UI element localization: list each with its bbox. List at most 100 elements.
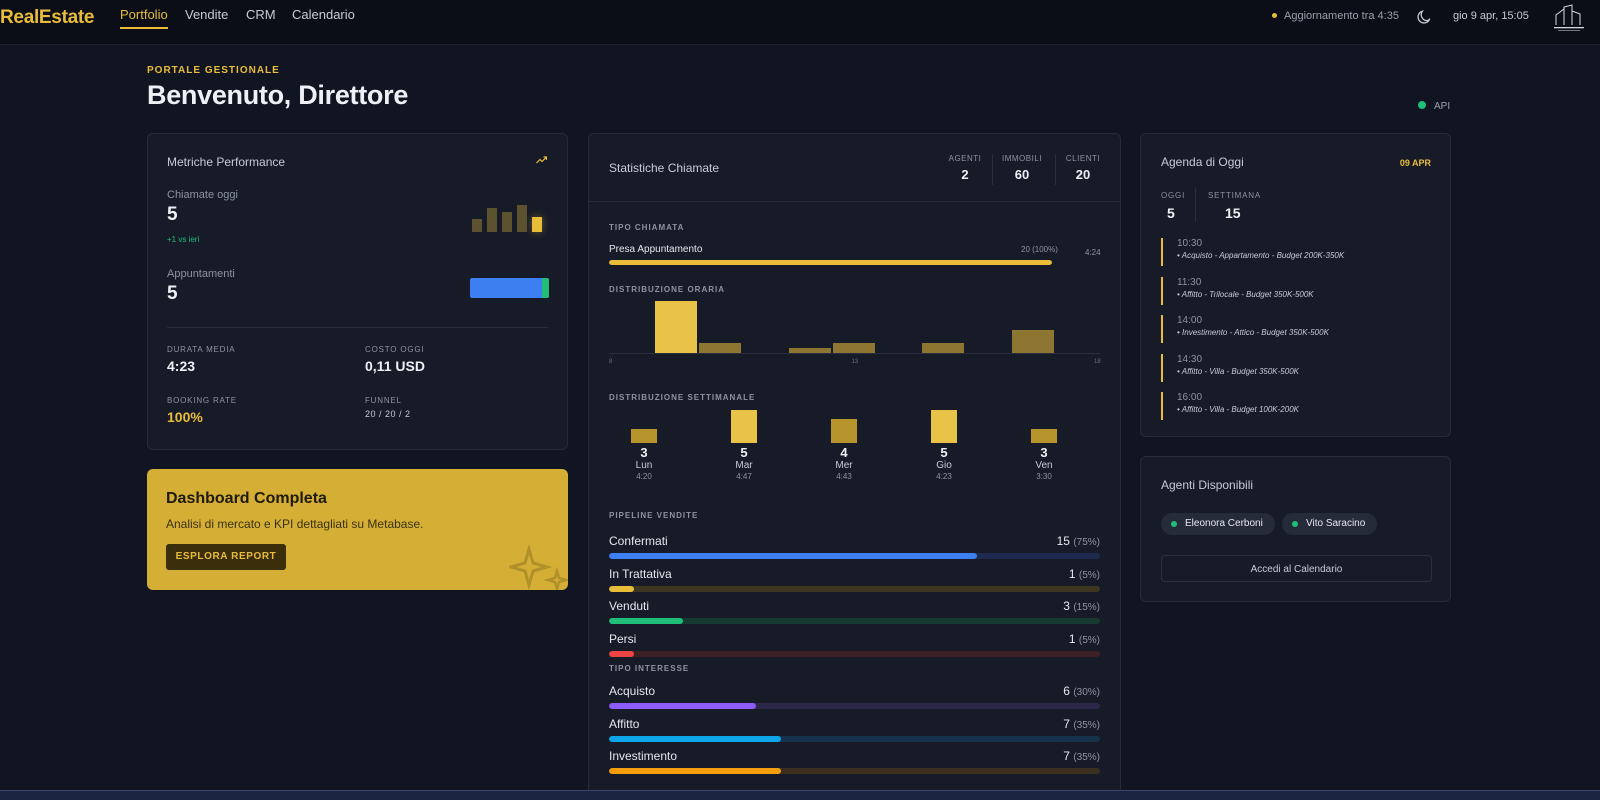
agents-card: Agenti Disponibili Eleonora Cerboni Vito… xyxy=(1140,456,1451,602)
nav-item-portfolio[interactable]: Portfolio xyxy=(120,7,168,29)
pipeline-row-value: 1 (5%) xyxy=(1069,567,1100,581)
moon-icon[interactable] xyxy=(1416,9,1432,25)
weekday-count: 5 xyxy=(940,445,948,460)
weekday-column: 5 Mar 4:47 xyxy=(714,410,774,481)
nav-item-vendite[interactable]: Vendite xyxy=(185,7,229,22)
agenda-today-label: OGGI xyxy=(1161,191,1186,200)
interest-row-label: Acquisto xyxy=(609,684,656,698)
pipeline-row-bar-fill xyxy=(609,618,683,624)
agenda-item[interactable]: 14:00 • Investimento - Attico - Budget 35… xyxy=(1161,315,1431,343)
nav-item-crm[interactable]: CRM xyxy=(246,7,276,22)
pipeline-row-value: 15 (75%) xyxy=(1057,534,1100,548)
agenda-week-value: 15 xyxy=(1225,205,1241,221)
call-type-bar xyxy=(609,260,1052,265)
hourly-tick-label: 18 xyxy=(1094,359,1101,365)
call-type-label: Presa Appuntamento xyxy=(609,244,703,255)
counter-agents-value: 2 xyxy=(961,167,969,182)
weekday-count: 3 xyxy=(640,445,648,460)
appointments-bar-segment xyxy=(542,278,549,298)
agenda-item[interactable]: 11:30 • Affitto - Trilocale - Budget 350K… xyxy=(1161,276,1431,305)
open-calendar-button[interactable]: Accedi al Calendario xyxy=(1161,555,1432,582)
pipeline-row-count: 15 xyxy=(1056,534,1074,548)
agents-title: Agenti Disponibili xyxy=(1161,478,1254,492)
performance-divider xyxy=(167,327,548,328)
trending-up-icon xyxy=(536,156,547,164)
weekday-bar xyxy=(1031,429,1057,443)
interest-row-bar xyxy=(609,768,1100,774)
weekday-name: Lun xyxy=(635,460,653,471)
interest-row-label: Investimento xyxy=(609,749,678,763)
page-eyebrow: PORTALE GESTIONALE xyxy=(147,65,280,76)
interest-row-percent: (35%) xyxy=(1073,752,1100,763)
explore-report-button[interactable]: ESPLORA REPORT xyxy=(166,544,286,570)
avg-duration-value: 4:23 xyxy=(167,358,196,374)
weekday-bar xyxy=(731,410,757,443)
hourly-bar xyxy=(655,301,697,353)
calls-today-value: 5 xyxy=(167,204,178,225)
online-dot xyxy=(1171,521,1177,527)
pipeline-row-bar xyxy=(609,585,1100,592)
app-logo[interactable]: RealEstate xyxy=(0,7,95,28)
interest-row-bar xyxy=(609,703,1100,709)
agenda-title: Agenda di Oggi xyxy=(1161,155,1244,169)
interest-row-label: Affitto xyxy=(609,716,640,731)
sparkbar xyxy=(502,212,512,232)
agenda-item-description: • Acquisto - Appartamento - Budget 200K-… xyxy=(1177,251,1345,260)
weekday-column: 5 Gio 4:23 xyxy=(914,410,974,481)
pipeline-row-percent: (5%) xyxy=(1078,569,1100,581)
agenda-item-description: • Investimento - Attico - Budget 350K-50… xyxy=(1177,328,1329,337)
agenda-item[interactable]: 14:30 • Affitto - Villa - Budget 350K-500… xyxy=(1161,353,1431,382)
weekday-name: Ven xyxy=(1035,460,1053,471)
interest-row-bar-fill xyxy=(609,768,781,774)
agenda-today-value: 5 xyxy=(1167,205,1175,221)
pipeline-row-percent: (15%) xyxy=(1073,602,1100,613)
interest-row-count: 6 xyxy=(1063,684,1074,698)
weekday-name: Mer xyxy=(835,460,853,471)
agenda-divider xyxy=(1195,188,1196,222)
weekday-avg-time: 4:43 xyxy=(836,472,852,481)
page-title: Benvenuto, Direttore xyxy=(147,80,409,110)
pipeline-row-label: Persi xyxy=(609,631,637,646)
agent-name: Eleonora Cerboni xyxy=(1185,518,1263,529)
weekly-section: DISTRIBUZIONE SETTIMANALE xyxy=(609,393,756,402)
agenda-item[interactable]: 10:30 • Acquisto - Appartamento - Budget … xyxy=(1161,238,1431,266)
agenda-item[interactable]: 16:00 • Affitto - Villa - Budget 100K-200… xyxy=(1161,392,1431,420)
performance-title: Metriche Performance xyxy=(167,155,286,169)
hourly-bar xyxy=(1012,330,1054,353)
agenda-card: Agenda di Oggi 09 APR OGGI 5 SETTIMANA 1… xyxy=(1140,133,1451,437)
promo-title: Dashboard Completa xyxy=(166,490,327,507)
weekday-bar xyxy=(931,410,957,443)
funnel-label: FUNNEL xyxy=(365,396,402,405)
calls-delta: +1 vs ieri xyxy=(167,235,200,244)
pipeline-row-bar-fill xyxy=(609,585,634,592)
appointments-label: Appuntamenti xyxy=(167,268,235,280)
agent-chip[interactable]: Vito Saracino xyxy=(1282,513,1378,535)
call-type-section: TIPO CHIAMATA xyxy=(609,223,685,232)
calls-sparkbars xyxy=(472,204,552,232)
counter-divider xyxy=(992,154,993,185)
stats-header-divider xyxy=(589,201,1120,202)
counter-clients-value: 20 xyxy=(1075,167,1091,182)
counter-properties-value: 60 xyxy=(1014,167,1030,182)
avg-duration-label: DURATA MEDIA xyxy=(167,345,236,354)
interest-row-value: 7 (35%) xyxy=(1063,749,1100,763)
os-taskbar xyxy=(0,790,1600,800)
interest-row-value: 6 (30%) xyxy=(1063,684,1100,698)
pipeline-row-label: Confermati xyxy=(609,534,668,548)
nav-item-calendario[interactable]: Calendario xyxy=(292,7,355,22)
status-dot xyxy=(1272,12,1277,18)
weekday-count: 4 xyxy=(840,445,848,460)
metabase-promo-card: Dashboard Completa Analisi di mercato e … xyxy=(147,469,568,590)
agenda-item-time: 16:00 xyxy=(1177,392,1203,403)
weekday-count: 5 xyxy=(740,445,748,460)
sparkbar xyxy=(532,217,542,232)
call-stats-card: Statistiche Chiamate AGENTI 2 IMMOBILI 6… xyxy=(588,133,1121,800)
sparkbar xyxy=(472,219,482,232)
agent-chip[interactable]: Eleonora Cerboni xyxy=(1161,513,1275,535)
interest-row-bar xyxy=(609,735,1100,742)
agenda-item-time: 11:30 xyxy=(1177,276,1202,288)
hourly-section: DISTRIBUZIONE ORARIA xyxy=(609,285,725,294)
pipeline-row-bar xyxy=(609,553,1100,559)
hourly-bar xyxy=(789,348,831,353)
call-type-duration: 4:24 xyxy=(1085,248,1101,257)
